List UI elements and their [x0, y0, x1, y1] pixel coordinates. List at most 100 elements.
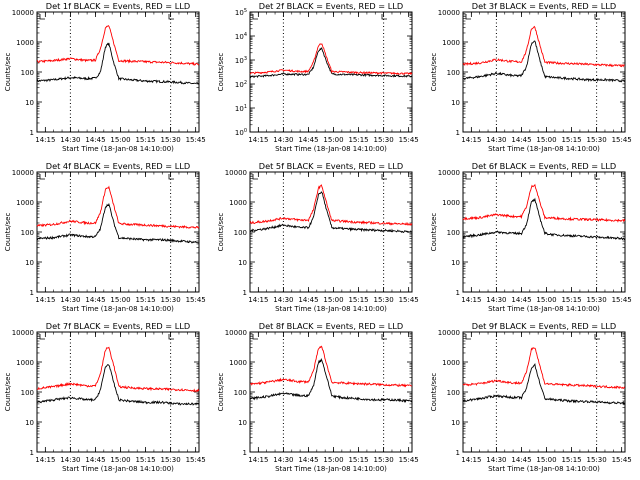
x-tick-label: 15:45 [612, 296, 632, 304]
x-tick-label: 14:45 [511, 456, 531, 464]
x-tick-label: 15:45 [399, 136, 419, 144]
corner-mark [381, 334, 387, 340]
x-tick-label: 14:30 [273, 456, 293, 464]
detector-plot-8: Det 8f BLACK = Events, RED = LLD Counts/s… [217, 321, 419, 473]
series-line-events-black [36, 364, 200, 406]
plot-title: Det 5f BLACK = Events, RED = LLD [259, 161, 403, 171]
y-tick-label: 10000 [438, 9, 460, 17]
x-axis-label: Start Time (18-Jan-08 14:10:00) [488, 465, 600, 473]
plot-frame [36, 331, 200, 453]
x-tick-label: 15:00 [536, 296, 556, 304]
corner-mark [381, 14, 387, 20]
y-tick-label: 1 [243, 289, 247, 297]
x-tick-label: 15:30 [161, 456, 181, 464]
x-tick-label: 14:45 [298, 296, 318, 304]
y-axis-label: Counts/sec [4, 213, 12, 252]
corner-mark [168, 334, 174, 340]
x-tick-label: 15:15 [348, 456, 368, 464]
series-line-events-black [462, 40, 626, 83]
series-line-lld-red [249, 184, 413, 226]
plot-title: Det 1f BLACK = Events, RED = LLD [46, 1, 190, 11]
corner-mark [168, 174, 174, 180]
x-tick-label: 14:15 [35, 136, 55, 144]
y-tick-label: 1 [30, 449, 34, 457]
y-tick-label: 10 [25, 259, 34, 267]
series-line-events-black [462, 197, 625, 241]
y-axis-label: Counts/sec [217, 213, 225, 252]
series-line-events-black [462, 362, 625, 406]
x-tick-label: 15:45 [186, 296, 206, 304]
corner-mark [252, 174, 258, 180]
corner-mark [39, 174, 45, 180]
y-tick-label: 1000 [229, 359, 247, 367]
x-tick-label: 15:30 [374, 296, 394, 304]
plot-title: Det 4f BLACK = Events, RED = LLD [46, 161, 190, 171]
x-tick-label: 15:15 [135, 136, 155, 144]
y-tick-label: 103 [235, 56, 247, 65]
corner-mark [594, 174, 600, 180]
x-tick-label: 15:30 [161, 296, 181, 304]
x-tick-label: 15:00 [110, 136, 130, 144]
corner-mark [252, 334, 258, 340]
corner-mark [252, 14, 258, 20]
corner-mark [594, 334, 600, 340]
x-axis-label: Start Time (18-Jan-08 14:10:00) [62, 465, 174, 473]
detector-plot-3: Det 3f BLACK = Events, RED = LLD Counts/s… [430, 1, 632, 153]
y-tick-label: 1000 [442, 359, 460, 367]
y-tick-label: 10000 [12, 169, 34, 177]
x-tick-label: 15:15 [348, 296, 368, 304]
x-tick-label: 15:15 [561, 296, 581, 304]
x-tick-label: 14:30 [486, 296, 506, 304]
y-tick-label: 10000 [438, 329, 460, 337]
y-axis-label: Counts/sec [430, 213, 438, 252]
x-axis-label: Start Time (18-Jan-08 14:10:00) [275, 145, 387, 153]
y-tick-label: 100 [21, 389, 34, 397]
series-line-events-black [36, 42, 199, 85]
y-tick-label: 10 [451, 99, 460, 107]
corner-mark [594, 14, 600, 20]
x-tick-label: 15:00 [536, 456, 556, 464]
series-line-lld-red [249, 345, 412, 388]
series-line-lld-red [249, 43, 413, 75]
x-tick-label: 15:45 [186, 456, 206, 464]
x-tick-label: 15:45 [399, 456, 419, 464]
plot-title: Det 9f BLACK = Events, RED = LLD [472, 321, 616, 331]
y-tick-label: 1 [30, 289, 34, 297]
x-tick-label: 15:30 [374, 456, 394, 464]
detector-plot-6: Det 6f BLACK = Events, RED = LLD Counts/s… [430, 161, 632, 313]
y-axis-label: Counts/sec [217, 373, 225, 412]
corner-mark [465, 14, 471, 20]
series-line-lld-red [462, 347, 626, 390]
y-tick-label: 100 [235, 128, 247, 137]
x-tick-label: 14:30 [60, 456, 80, 464]
y-tick-label: 1000 [229, 199, 247, 207]
x-tick-label: 14:15 [35, 296, 55, 304]
detector-plot-4: Det 4f BLACK = Events, RED = LLD Counts/s… [4, 161, 206, 313]
x-axis-label: Start Time (18-Jan-08 14:10:00) [62, 305, 174, 313]
x-tick-label: 15:15 [561, 136, 581, 144]
corner-mark [381, 174, 387, 180]
y-tick-label: 10000 [12, 329, 34, 337]
x-axis-label: Start Time (18-Jan-08 14:10:00) [62, 145, 174, 153]
series-line-events-black [249, 358, 413, 403]
x-tick-label: 14:45 [85, 296, 105, 304]
x-tick-label: 15:30 [587, 296, 607, 304]
y-tick-label: 102 [235, 80, 247, 89]
plot-title: Det 8f BLACK = Events, RED = LLD [259, 321, 403, 331]
y-tick-label: 1 [30, 129, 34, 137]
y-tick-label: 10 [25, 99, 34, 107]
series-line-lld-red [462, 183, 626, 223]
y-tick-label: 104 [235, 32, 247, 41]
x-tick-label: 14:45 [85, 456, 105, 464]
x-tick-label: 14:30 [60, 136, 80, 144]
y-axis-label: Counts/sec [4, 373, 12, 412]
plot-frame [462, 331, 626, 453]
x-tick-label: 15:15 [135, 296, 155, 304]
x-axis-label: Start Time (18-Jan-08 14:10:00) [275, 305, 387, 313]
series-line-events-black [249, 47, 413, 79]
plot-frame [462, 11, 626, 133]
x-tick-label: 15:00 [536, 136, 556, 144]
x-tick-label: 14:15 [248, 296, 268, 304]
x-tick-label: 15:45 [612, 456, 632, 464]
